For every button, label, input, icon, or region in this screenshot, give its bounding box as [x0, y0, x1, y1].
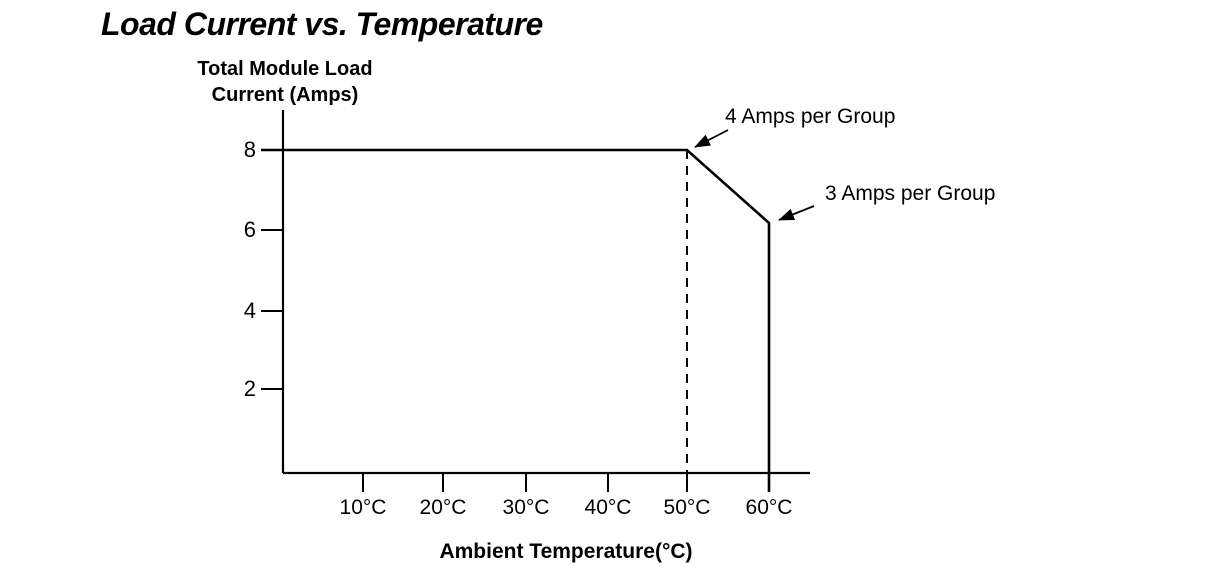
annotation-3-amps-per-group: 3 Amps per Group [825, 182, 996, 205]
chart-title: Load Current vs. Temperature [101, 6, 543, 42]
x-axis-title: Ambient Temperature(°C) [439, 540, 693, 563]
y-axis-title-line1: Total Module Load [197, 58, 373, 80]
annotation-4-amps-per-group: 4 Amps per Group [725, 105, 896, 128]
arrow-3-amps-icon [778, 205, 815, 221]
x-tick-label-40c: 40°C [584, 496, 632, 519]
x-tick-label-60c: 60°C [745, 496, 793, 519]
x-tick-label-10c: 10°C [339, 496, 387, 519]
y-tick-label-4: 4 [243, 298, 256, 323]
x-tick-label-30c: 30°C [502, 496, 550, 519]
arrow-4-amps-icon [694, 129, 729, 148]
x-tick-label-20c: 20°C [419, 496, 467, 519]
y-tick-label-2: 2 [243, 376, 256, 401]
x-tick-label-50c: 50°C [663, 496, 711, 519]
y-axis-title-line2: Current (Amps) [211, 84, 359, 106]
y-tick-label-8: 8 [243, 137, 256, 162]
y-axis-tick-marks [261, 229, 283, 390]
y-tick-label-6: 6 [243, 217, 256, 242]
y-axis-title: Total Module Load Current (Amps) [165, 56, 405, 108]
data-line-derating-curve [261, 148, 771, 492]
x-axis-tick-marks [362, 473, 770, 492]
